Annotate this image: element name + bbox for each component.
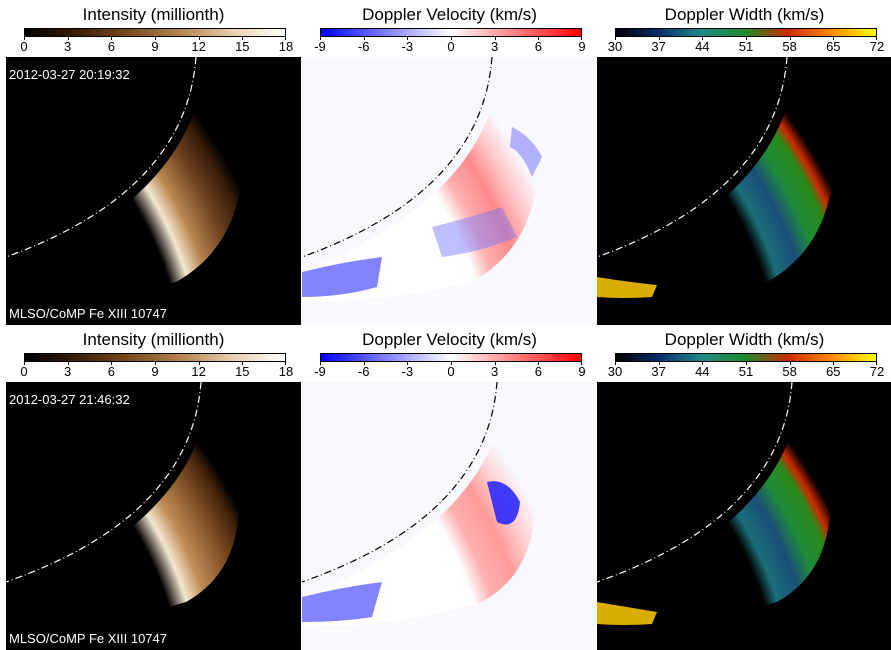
colorbar-tick-label: 3: [64, 39, 72, 54]
velocity-colorbar: [320, 353, 582, 362]
colorbar-tick-label: 6: [107, 364, 115, 379]
velocity-colorbar-labels: -9 -6 -3 0 3 6 9: [314, 39, 586, 55]
colorbar-tick-label: -3: [401, 39, 414, 54]
colorbar-tick-label: 12: [191, 39, 206, 54]
instrument-label: MLSO/CoMP Fe XIII 10747: [9, 631, 167, 646]
doppler-width-column: Doppler Width (km/s) 30 37 44 51 58 65 7…: [597, 325, 891, 650]
colorbar-tick-label: 58: [782, 39, 797, 54]
instrument-label: MLSO/CoMP Fe XIII 10747: [9, 306, 167, 321]
intensity-column: Intensity (millionth) 0 3 6 9 12 15 18: [6, 325, 301, 650]
colorbar-tick-label: 0: [20, 364, 28, 379]
timestamp: 2012-03-27 21:46:32: [9, 392, 130, 407]
observation-row-2: Intensity (millionth) 0 3 6 9 12 15 18: [0, 325, 891, 650]
intensity-image: 2012-03-27 21:46:32 MLSO/CoMP Fe XIII 10…: [6, 382, 301, 650]
intensity-colorbar-labels: 0 3 6 9 12 15 18: [20, 364, 293, 380]
velocity-colorbar-title: Doppler Velocity (km/s): [362, 5, 537, 24]
colorbar-tick-label: 6: [107, 39, 115, 54]
colorbar-tick-label: -6: [357, 364, 370, 379]
velocity-colorbar-ticks: [320, 37, 582, 41]
colorbar-tick-label: 72: [869, 39, 885, 54]
velocity-colorbar-title: Doppler Velocity (km/s): [362, 330, 537, 349]
colorbar-tick-label: 15: [235, 364, 250, 379]
doppler-width-image: [597, 382, 891, 650]
colorbar-tick-label: 0: [447, 39, 455, 54]
doppler-velocity-column: Doppler Velocity (km/s) -9 -6 -3 0 3 6 9: [302, 0, 597, 325]
colorbar-tick-label: 58: [782, 364, 797, 379]
colorbar-tick-label: 0: [447, 364, 455, 379]
colorbar-tick-label: 72: [869, 364, 885, 379]
velocity-colorbar-ticks: [320, 362, 582, 366]
timestamp: 2012-03-27 20:19:32: [9, 67, 130, 82]
intensity-colorbar-title: Intensity (millionth): [82, 5, 225, 24]
colorbar-tick-label: 9: [151, 364, 159, 379]
colorbar-tick-label: 18: [278, 39, 294, 54]
intensity-colorbar: [24, 353, 286, 362]
colorbar-tick-label: -9: [314, 39, 326, 54]
colorbar-tick-label: 9: [578, 364, 586, 379]
colorbar-tick-label: 44: [695, 39, 710, 54]
colorbar-tick-label: 18: [278, 364, 294, 379]
observation-row-1: Intensity (millionth) 0 3 6 9 12 15 18: [6, 0, 891, 325]
colorbar-tick-label: 6: [534, 364, 542, 379]
velocity-colorbar-labels: -9 -6 -3 0 3 6 9: [314, 364, 586, 380]
doppler-velocity-image: [302, 382, 597, 650]
colorbar-tick-label: 65: [826, 364, 841, 379]
intensity-image: 2012-03-27 20:19:32 MLSO/CoMP Fe XIII 10…: [6, 57, 301, 325]
colorbar-tick-label: 9: [578, 39, 586, 54]
colorbar-tick-label: 3: [491, 39, 499, 54]
colorbar-tick-label: 30: [607, 364, 623, 379]
colorbar-tick-label: 3: [491, 364, 499, 379]
intensity-colorbar-ticks: [24, 37, 286, 41]
colorbar-tick-label: 44: [695, 364, 710, 379]
intensity-colorbar-labels: 0 3 6 9 12 15 18: [20, 39, 293, 55]
colorbar-tick-label: 12: [191, 364, 206, 379]
colorbar-tick-label: -6: [357, 39, 370, 54]
colorbar-tick-label: -9: [314, 364, 326, 379]
width-colorbar-ticks: [615, 362, 877, 366]
intensity-column: Intensity (millionth) 0 3 6 9 12 15 18: [6, 0, 301, 325]
colorbar-tick-label: 15: [235, 39, 250, 54]
intensity-colorbar-title: Intensity (millionth): [82, 330, 225, 349]
colorbar-tick-label: -3: [401, 364, 414, 379]
velocity-colorbar: [320, 28, 582, 37]
doppler-width-column: Doppler Width (km/s) 30 37 44 51 58 65 7…: [597, 0, 891, 325]
colorbar-tick-label: 51: [738, 39, 754, 54]
colorbar-tick-label: 0: [20, 39, 28, 54]
width-colorbar-title: Doppler Width (km/s): [664, 5, 825, 24]
colorbar-tick-label: 3: [64, 364, 72, 379]
width-colorbar: [615, 28, 877, 37]
width-colorbar: [615, 353, 877, 362]
intensity-colorbar: [24, 28, 286, 37]
width-colorbar-title: Doppler Width (km/s): [664, 330, 825, 349]
doppler-velocity-image: [302, 57, 597, 325]
intensity-colorbar-ticks: [24, 362, 286, 366]
colorbar-tick-label: 9: [151, 39, 159, 54]
colorbar-tick-label: 37: [651, 364, 666, 379]
width-colorbar-labels: 30 37 44 51 58 65 72: [608, 364, 884, 380]
doppler-velocity-column: Doppler Velocity (km/s) -9 -6 -3 0 3 6 9: [302, 325, 597, 650]
colorbar-tick-label: 65: [826, 39, 841, 54]
width-colorbar-ticks: [615, 37, 877, 41]
colorbar-tick-label: 6: [534, 39, 542, 54]
colorbar-tick-label: 51: [738, 364, 754, 379]
width-colorbar-labels: 30 37 44 51 58 65 72: [608, 39, 884, 55]
doppler-width-image: [597, 57, 891, 325]
colorbar-tick-label: 37: [651, 39, 666, 54]
colorbar-tick-label: 30: [607, 39, 623, 54]
